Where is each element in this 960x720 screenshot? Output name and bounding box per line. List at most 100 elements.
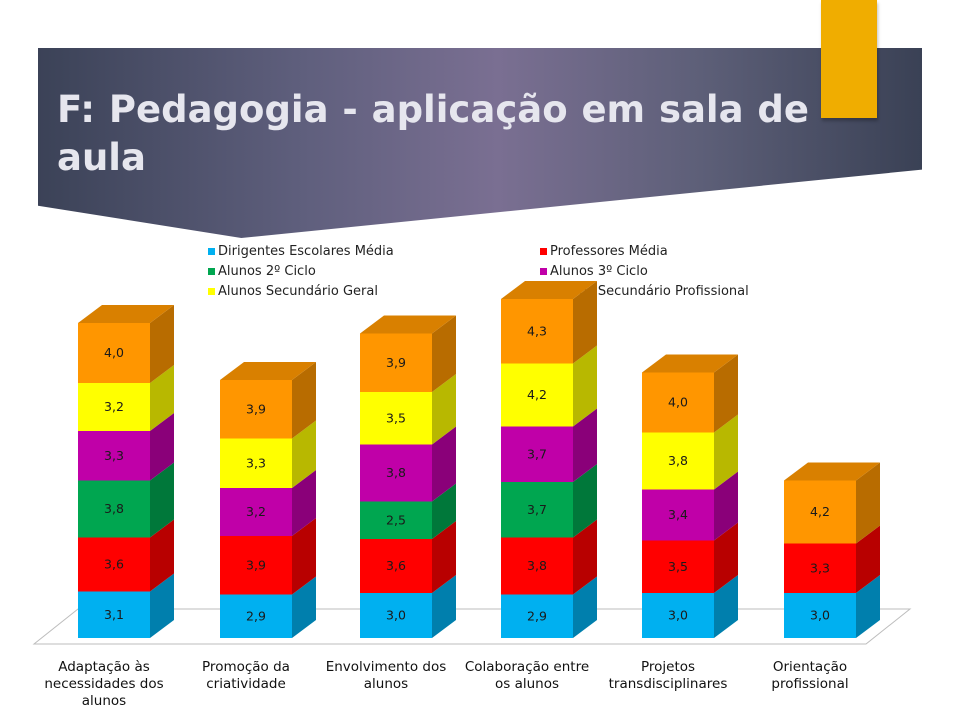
data-label-2-4: 3,5: [386, 410, 406, 425]
legend-item: Alunos 3º Ciclo: [540, 261, 808, 281]
data-label-0-5: 4,0: [104, 345, 124, 360]
bar-top-1: [220, 362, 316, 380]
bar-segment-1-3: [220, 488, 292, 536]
bar-segment-4-1: [642, 540, 714, 593]
data-label-4-1: 3,5: [668, 559, 688, 574]
bar-side-4-5: [714, 354, 738, 433]
bar-side-5-0: [856, 575, 880, 638]
data-label-0-3: 3,3: [104, 448, 124, 463]
legend-label: Alunos Secundário Geral: [218, 283, 378, 299]
bar-segment-2-2: [360, 501, 432, 539]
category-label: Adaptação às necessidades dos alunos: [44, 659, 164, 709]
bar-segment-0-5: [78, 323, 150, 383]
chart-legend: Dirigentes Escolares Média Professores Mé…: [208, 241, 808, 301]
bar-segment-4-5: [642, 372, 714, 433]
category-label: Colaboração entre os alunos: [464, 659, 590, 692]
data-label-1-1: 3,9: [246, 557, 266, 572]
category-label: Projetos transdisciplinares: [608, 659, 728, 692]
bar-segment-4-3: [642, 489, 714, 541]
legend-item: Professores Média: [540, 241, 808, 261]
bar-side-3-0: [573, 576, 597, 638]
bar-side-1-4: [292, 420, 316, 488]
bar-side-4-1: [714, 522, 738, 593]
legend-item: Dirigentes Escolares Média: [208, 241, 540, 261]
bar-side-2-0: [432, 575, 456, 638]
bar-side-1-1: [292, 518, 316, 595]
bar-side-0-3: [150, 413, 174, 481]
bar-side-5-1: [856, 525, 880, 593]
category-label: Promoção da criatividade: [202, 659, 290, 692]
bar-segment-2-4: [360, 392, 432, 445]
legend-swatch: [540, 247, 547, 255]
data-label-5-1: 3,3: [810, 560, 830, 575]
bar-segment-3-4: [501, 363, 573, 427]
bar-segment-0-0: [78, 591, 150, 638]
data-label-3-2: 3,7: [527, 502, 547, 517]
category-label: Envolvimento dos alunos: [325, 659, 447, 692]
bar-side-3-5: [573, 281, 597, 364]
data-label-3-0: 2,9: [527, 608, 547, 623]
legend-item: Alunos Secundário Geral: [208, 281, 540, 301]
legend-swatch: [540, 267, 547, 275]
bar-segment-4-4: [642, 432, 714, 490]
bar-segment-5-0: [784, 593, 856, 638]
bar-side-0-4: [150, 365, 174, 431]
bar-side-4-0: [714, 575, 738, 638]
bar-side-0-5: [150, 305, 174, 383]
data-label-1-3: 3,2: [246, 504, 266, 519]
bar-segment-0-1: [78, 537, 150, 592]
data-label-2-0: 3,0: [386, 608, 406, 623]
data-label-4-0: 3,0: [668, 608, 688, 623]
bar-side-2-1: [432, 521, 456, 593]
bar-segment-3-2: [501, 482, 573, 538]
bar-side-3-3: [573, 408, 597, 482]
legend-label: Alunos 3º Ciclo: [550, 263, 648, 279]
data-label-1-0: 2,9: [246, 608, 266, 623]
bar-top-0: [78, 305, 174, 323]
bar-side-1-5: [292, 362, 316, 439]
bar-side-0-0: [150, 573, 174, 638]
bar-side-4-4: [714, 414, 738, 490]
bar-segment-2-0: [360, 593, 432, 638]
bar-segment-0-4: [78, 383, 150, 431]
bar-segment-3-0: [501, 594, 573, 638]
bar-segment-2-3: [360, 444, 432, 502]
category-label: Orientação profissional: [771, 659, 849, 692]
legend-swatch: [208, 247, 215, 255]
legend-label: Alunos Secundário Profissional: [550, 283, 749, 299]
bar-segment-3-1: [501, 537, 573, 595]
bar-segment-3-5: [501, 299, 573, 364]
bar-segment-0-2: [78, 480, 150, 538]
legend-label: Professores Média: [550, 243, 668, 259]
data-label-2-3: 3,8: [386, 465, 406, 480]
bar-top-4: [642, 354, 738, 373]
bar-top-5: [784, 462, 880, 481]
data-label-0-4: 3,2: [104, 399, 124, 414]
bar-segment-5-1: [784, 543, 856, 593]
bar-segment-4-0: [642, 593, 714, 638]
bar-side-4-3: [714, 471, 738, 541]
data-label-5-5: 4,2: [810, 504, 830, 519]
bar-side-2-4: [432, 374, 456, 445]
bar-segment-1-5: [220, 380, 292, 439]
bar-segment-1-1: [220, 536, 292, 595]
accent-tab: [821, 0, 877, 118]
data-label-5-0: 3,0: [810, 608, 830, 623]
bar-top-3: [501, 281, 597, 299]
bar-segment-1-0: [220, 594, 292, 638]
bar-side-2-5: [432, 315, 456, 392]
data-label-3-5: 4,3: [527, 323, 547, 338]
slide-title: F: Pedagogia - aplicação em sala de aula: [57, 88, 809, 179]
data-label-2-5: 3,9: [386, 355, 406, 370]
data-label-4-3: 3,4: [668, 507, 688, 522]
data-label-4-4: 3,8: [668, 453, 688, 468]
data-label-0-0: 3,1: [104, 607, 124, 622]
data-label-2-2: 2,5: [386, 512, 406, 527]
bar-side-3-4: [573, 345, 597, 427]
data-label-0-2: 3,8: [104, 501, 124, 516]
bar-side-0-1: [150, 519, 174, 592]
legend-swatch: [208, 287, 215, 295]
bar-segment-2-1: [360, 539, 432, 593]
bar-side-1-3: [292, 470, 316, 536]
